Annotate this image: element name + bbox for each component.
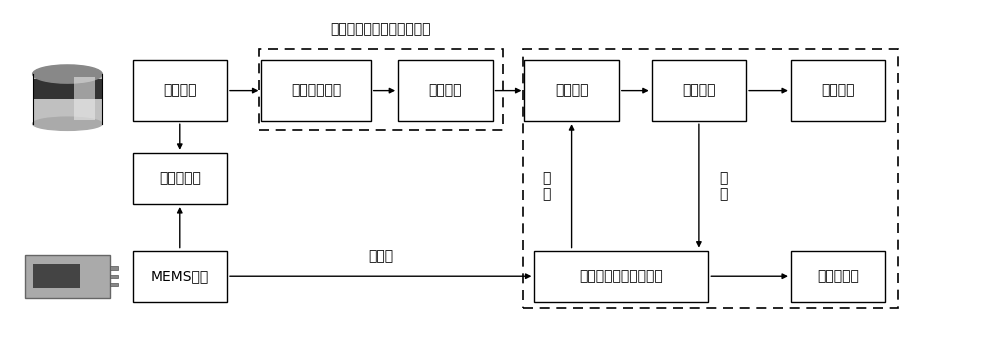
Ellipse shape — [33, 65, 102, 83]
Bar — [33, 74, 102, 124]
Bar — [133, 250, 227, 302]
Bar — [524, 60, 619, 121]
Text: MEMS惯导: MEMS惯导 — [151, 269, 209, 283]
Text: 预
测: 预 测 — [543, 171, 551, 201]
Bar — [791, 60, 885, 121]
Bar — [74, 78, 95, 120]
Text: 位姿求解: 位姿求解 — [682, 84, 716, 98]
Text: 激光制图: 激光制图 — [821, 84, 855, 98]
Bar — [33, 79, 102, 99]
Text: 误差状态卡尔曼滤波器: 误差状态卡尔曼滤波器 — [579, 269, 663, 283]
Text: 顾及动态障碍物的特征提取: 顾及动态障碍物的特征提取 — [330, 22, 431, 36]
Text: 输出位位姿: 输出位位姿 — [817, 269, 859, 283]
Ellipse shape — [33, 117, 102, 130]
Bar — [534, 250, 708, 302]
Bar — [261, 60, 371, 121]
Text: 预积分: 预积分 — [368, 249, 393, 263]
Text: 特征提取: 特征提取 — [429, 84, 462, 98]
Bar — [110, 275, 118, 278]
Text: 数据预处理: 数据预处理 — [159, 172, 201, 185]
Bar — [110, 283, 118, 286]
Bar — [398, 60, 493, 121]
Text: 剔除动态物体: 剔除动态物体 — [291, 84, 341, 98]
Bar — [791, 250, 885, 302]
Text: 帧间匹配: 帧间匹配 — [555, 84, 588, 98]
Bar — [133, 153, 227, 204]
Bar — [110, 266, 118, 270]
Bar — [33, 264, 80, 288]
Bar — [133, 60, 227, 121]
Bar — [652, 60, 746, 121]
Text: 更
新: 更 新 — [720, 171, 728, 201]
Bar — [25, 255, 110, 298]
Text: 激光雷达: 激光雷达 — [163, 84, 197, 98]
